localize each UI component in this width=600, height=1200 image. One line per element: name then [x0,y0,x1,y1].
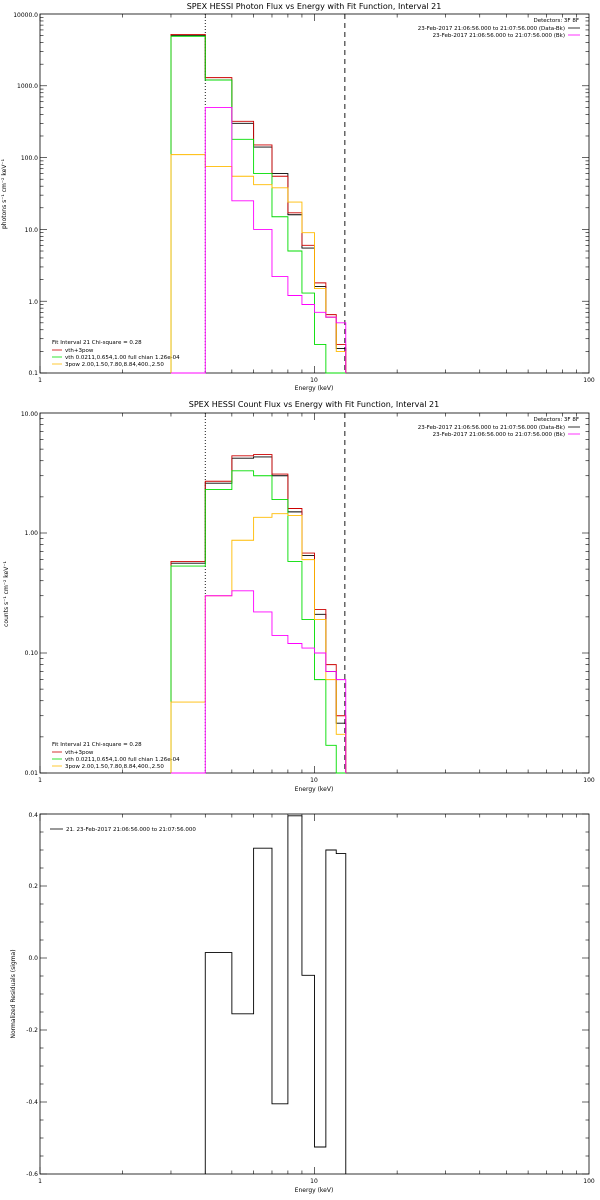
panel3-ytick-label-0: -0.6 [26,1171,38,1178]
panel1-ytick-label-0: 0.1 [28,370,38,377]
panel1-series [170,33,347,374]
panel2-xtick-label-0: 1 [38,777,42,784]
panel1-legend-vth: vth 0.0211,0.654,1.00 full chian 1.26e-0… [65,355,180,361]
panel2-series-2 [170,470,346,774]
panel1-xtick-label-0: 1 [38,377,42,384]
panel1-reference-lines [204,14,346,373]
panel1-legend-detectors: Detectors: 3F 8F [533,18,579,24]
panel3-ticks [39,813,589,1175]
panel2-xtick-label-1: 10 [310,777,318,784]
panel2-legend-databk: 23-Feb-2017 21:06:56.000 to 21:07:56.000… [418,425,565,431]
panel1-legend-total: vth+3pow [65,348,94,354]
panel1-ytick-label-3: 100.0 [21,155,38,162]
panel2-ytick-label-1: 0.10 [25,650,39,657]
panel3-ytick-label-2: -0.2 [26,1027,38,1034]
panel1-ylabel: photons s⁻¹ cm⁻² keV⁻¹ [1,158,8,229]
panel1-series-0 [170,35,347,373]
panel3-ylabel: Normalized Residuals (sigma) [10,949,17,1038]
panel1-xlabel: Energy (keV) [295,385,334,392]
panel2-reference-lines [204,413,346,773]
panel2-ytick-label-3: 10.00 [21,411,38,418]
panel2-series-0 [170,456,347,773]
panel3-xtick-label-1: 10 [310,1178,318,1185]
panel2-legend-topright: Detectors: 3F 8F 23-Feb-2017 21:06:56.00… [418,417,580,438]
panel1-xtick-label-2: 100 [583,377,595,384]
panel3-legend: 21. 23-Feb-2017 21:06:56.000 to 21:07:56… [50,827,196,833]
panel3-ytick-label-4: 0.2 [28,883,38,890]
panel1-legend-topright: Detectors: 3F 8F 23-Feb-2017 21:06:56.00… [418,18,580,39]
panel3-legend-interval: 21. 23-Feb-2017 21:06:56.000 to 21:07:56… [66,827,196,833]
panel3-ytick-label-3: 0.0 [28,955,38,962]
panel1-legend-3pow: 3pow 2.00,1.50,7.80,8.84,400.,2.50 [65,362,164,368]
panel2-series-3 [170,513,347,773]
panel1-series-4 [170,106,347,374]
panel3-series [204,815,347,1174]
panel2-xtick-label-2: 100 [583,777,595,784]
panel-residuals: Energy (keV) Normalized Residuals (sigma… [10,812,595,1194]
panel1-legend-bk: 23-Feb-2017 21:06:56.000 to 21:07:56.000… [433,33,565,39]
panel1-ytick-label-4: 1000.0 [17,83,38,90]
panel3-xtick-label-2: 100 [583,1178,595,1185]
panel3-xlabel: Energy (keV) [295,1187,334,1194]
panel3-ytick-label-1: -0.4 [26,1099,38,1106]
panel2-series [170,454,347,774]
panel1-ytick-label-5: 10000.0 [13,12,38,19]
panel2-legend-detectors: Detectors: 3F 8F [533,417,579,423]
panel2-title: SPEX HESSI Count Flux vs Energy with Fit… [189,400,440,409]
panel1-legend-bottomleft: Fit Interval 21 Chi-square = 0.28 vth+3p… [52,340,180,368]
panel3-xtick-label-0: 1 [38,1178,42,1185]
panel-photon-flux: SPEX HESSI Photon Flux vs Energy with Fi… [1,2,595,392]
panel1-ytick-label-1: 1.0 [28,299,38,306]
panel2-legend-3pow: 3pow 2.00,1.50,7.80,8.84,400.,2.50 [65,764,164,770]
panel1-xtick-label-1: 10 [310,377,318,384]
panel2-legend-bottomleft: Fit Interval 21 Chi-square = 0.28 vth+3p… [52,742,180,770]
panel2-ticks [39,413,589,774]
panel3-ytick-label-5: 0.4 [28,812,38,819]
panel2-ytick-label-2: 1.00 [25,530,39,537]
panel1-legend-fit-header: Fit Interval 21 Chi-square = 0.28 [52,340,142,346]
panel2-ytick-label-0: 0.01 [25,770,39,777]
panel1-ytick-label-2: 10.0 [25,227,39,234]
panel2-legend-bk: 23-Feb-2017 21:06:56.000 to 21:07:56.000… [433,432,565,438]
panel1-series-1 [170,33,347,373]
panel3-series-0 [204,815,347,1174]
panel1-legend-databk: 23-Feb-2017 21:06:56.000 to 21:07:56.000… [418,26,565,32]
panel2-legend-total: vth+3pow [65,750,94,756]
panel2-legend-vth: vth 0.0211,0.654,1.00 full chian 1.26e-0… [65,757,180,763]
panel2-xlabel: Energy (keV) [295,786,334,793]
panel1-series-3 [170,154,347,373]
panel2-ylabel: counts s⁻¹ cm⁻² keV⁻¹ [3,561,10,627]
panel2-series-1 [170,454,347,773]
panel2-legend-fit-header: Fit Interval 21 Chi-square = 0.28 [52,742,142,748]
panel2-series-4 [170,590,347,774]
panel1-series-2 [170,35,346,374]
panel1-title: SPEX HESSI Photon Flux vs Energy with Fi… [187,2,442,11]
panel-count-flux: SPEX HESSI Count Flux vs Energy with Fit… [3,400,595,793]
